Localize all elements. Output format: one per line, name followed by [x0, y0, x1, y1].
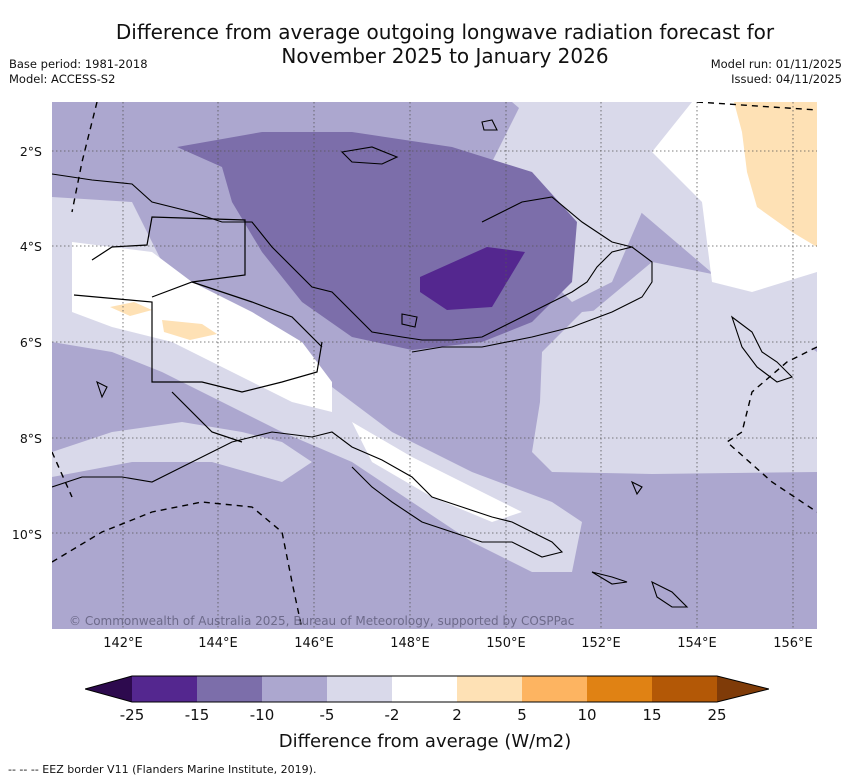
colorbar-over — [717, 676, 769, 702]
lon-label-146e: 146°E — [294, 636, 334, 651]
field-white-s — [352, 422, 522, 522]
lon-label-150e: 150°E — [486, 636, 526, 651]
lon-label-152e: 152°E — [581, 636, 621, 651]
cbar-tick-2: -15 — [184, 706, 210, 724]
lat-label-8s: 8°S — [19, 431, 42, 446]
lat-label-4s: 4°S — [19, 239, 42, 254]
footer-legend: -- -- -- EEZ border V11 (Flanders Marine… — [8, 763, 317, 776]
field-dark-core — [420, 247, 525, 310]
colorbar-outline — [85, 675, 769, 703]
colorbar-bin-4 — [327, 676, 392, 702]
lon-label-144e: 144°E — [198, 636, 238, 651]
title-line-2: November 2025 to January 2026 — [281, 44, 609, 68]
cbar-tick-5: -2 — [384, 706, 400, 724]
eez-borders — [52, 102, 817, 629]
colorbar — [85, 675, 769, 703]
cbar-tick-6: 2 — [452, 706, 462, 724]
colorbar-bin-3 — [262, 676, 327, 702]
cbar-tick-8: 10 — [577, 706, 597, 724]
copyright-note: © Commonwealth of Australia 2025, Bureau… — [69, 614, 575, 628]
colorbar-bin-5 — [392, 676, 457, 702]
field-orange-ne — [734, 102, 817, 247]
colorbar-bin-7 — [522, 676, 587, 702]
lon-label-148e: 148°E — [390, 636, 430, 651]
model-name: Model: ACCESS-S2 — [9, 72, 116, 86]
meta-left: Base period: 1981-2018 Model: ACCESS-S2 — [9, 57, 148, 87]
cbar-tick-9: 15 — [642, 706, 662, 724]
cbar-tick-1: -25 — [119, 706, 145, 724]
coastlines — [52, 119, 794, 608]
lon-label-142e: 142°E — [103, 636, 143, 651]
map-panel[interactable]: © Commonwealth of Australia 2025, Bureau… — [52, 102, 817, 629]
field-light-s — [52, 422, 312, 482]
lat-label-2s: 2°S — [19, 144, 42, 159]
colorbar-bin-6 — [457, 676, 522, 702]
map-svg[interactable] — [52, 102, 817, 629]
base-period: Base period: 1981-2018 — [9, 57, 148, 71]
lon-label-156e: 156°E — [773, 636, 813, 651]
lon-label-154e: 154°E — [677, 636, 717, 651]
lat-label-6s: 6°S — [19, 335, 42, 350]
title-line-1: Difference from average outgoing longwav… — [115, 20, 775, 44]
cbar-tick-3: -10 — [249, 706, 275, 724]
colorbar-title: Difference from average (W/m2) — [278, 731, 572, 752]
colorbar-bin-8 — [587, 676, 652, 702]
colorbar-bin-1 — [132, 676, 197, 702]
cbar-tick-10: 25 — [707, 706, 727, 724]
meta-right: Model run: 01/11/2025 Issued: 04/11/2025 — [711, 57, 842, 87]
colorbar-bin-2 — [197, 676, 262, 702]
cbar-tick-7: 5 — [517, 706, 527, 724]
colorbar-bin-9 — [652, 676, 717, 702]
cbar-tick-4: -5 — [319, 706, 335, 724]
colorbar-under — [85, 676, 132, 702]
lat-label-10s: 10°S — [11, 527, 42, 542]
field-orange-w1 — [110, 302, 152, 316]
map-title: Difference from average outgoing longwav… — [95, 20, 795, 68]
issued-date: Issued: 04/11/2025 — [731, 72, 842, 86]
graticule — [52, 102, 817, 629]
boundaries — [73, 216, 323, 443]
field-orange-w2 — [162, 320, 217, 340]
model-run: Model run: 01/11/2025 — [710, 57, 842, 71]
